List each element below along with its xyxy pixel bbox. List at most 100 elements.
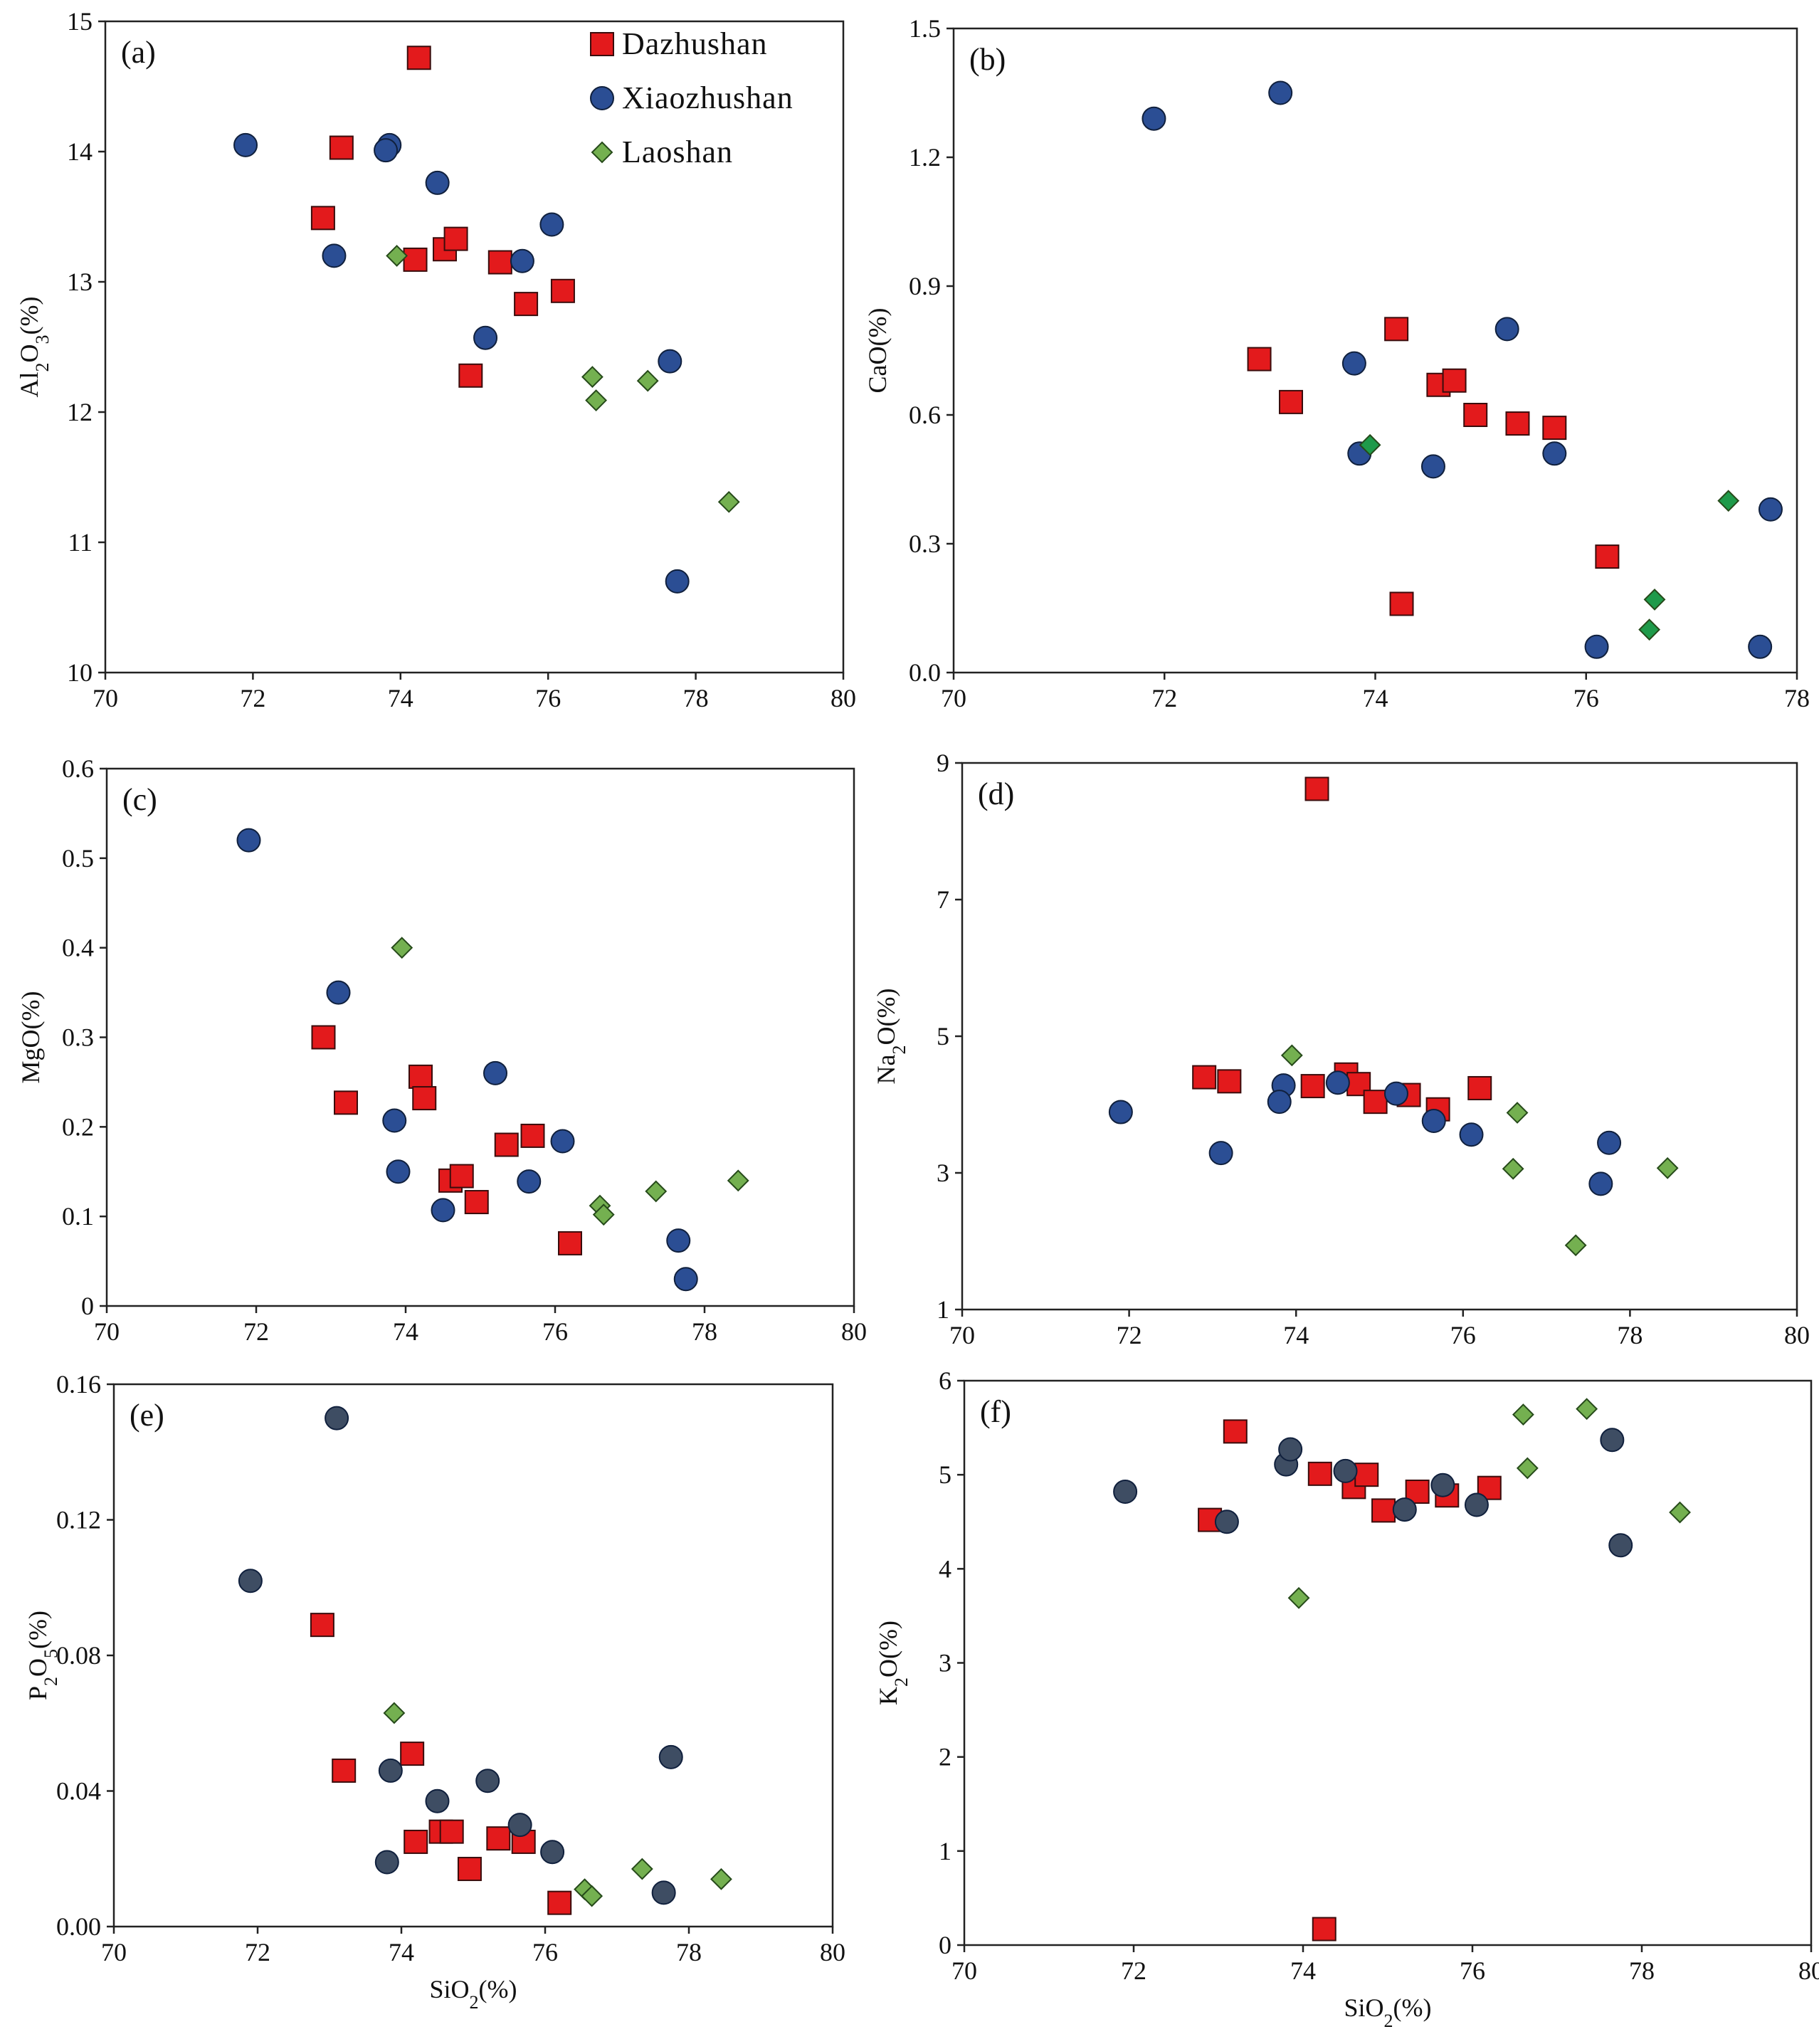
x-tick-label: 72: [1117, 1321, 1142, 1349]
data-point: [636, 369, 659, 392]
data-point: [403, 247, 428, 272]
x-tick-label: 80: [831, 684, 856, 712]
y-tick-label: 0.0: [909, 658, 941, 687]
data-point: [326, 980, 351, 1005]
x-tick-label: 74: [1283, 1321, 1309, 1349]
data-point: [1363, 1090, 1388, 1115]
plot-frame: [961, 762, 1798, 1311]
data-point: [1643, 589, 1666, 611]
data-point: [1717, 490, 1740, 512]
data-point: [1108, 1100, 1133, 1124]
y-tick-label: 6: [939, 1366, 951, 1395]
x-tick-label: 76: [1573, 684, 1599, 712]
x-tick-label: 70: [949, 1321, 975, 1349]
data-point: [458, 363, 483, 388]
y-tick-label: 0.5: [62, 844, 94, 873]
data-point: [431, 1198, 455, 1223]
x-axis-label: SiO2(%): [430, 1975, 517, 2013]
data-point: [1371, 1498, 1396, 1523]
data-point: [1287, 1586, 1310, 1609]
x-tick-label: 80: [820, 1938, 845, 1966]
data-point: [1214, 1510, 1239, 1534]
x-tick-label: 72: [245, 1938, 270, 1966]
legend-label: Laoshan: [622, 135, 733, 169]
data-point: [1333, 1458, 1358, 1483]
data-point: [310, 1613, 334, 1638]
data-point: [391, 937, 413, 959]
data-point: [1300, 1074, 1325, 1099]
series-dazhushan: [1198, 1419, 1502, 1942]
data-point: [631, 1858, 653, 1880]
x-tick-label: 80: [1798, 1956, 1819, 1985]
panel-label: (f): [980, 1394, 1011, 1429]
series-xiaozhushan: [238, 1406, 683, 1905]
x-tick-label: 70: [94, 1317, 120, 1346]
plot-frame: [112, 1383, 834, 1928]
x-axis-label: SiO2(%): [1344, 1993, 1432, 2031]
series-laoshan: [1287, 1398, 1691, 1609]
y-tick-label: 15: [67, 7, 93, 36]
data-point: [382, 1108, 407, 1133]
series-xiaozhushan: [1108, 1070, 1622, 1196]
data-point: [386, 244, 408, 267]
data-point: [581, 366, 603, 389]
chart-panel-f: 70 72 74 76 78 80 0 1 2 3 4 5 6 K2O(%) SiO2(%) (f): [874, 1366, 1819, 2031]
y-tick-label: 11: [68, 528, 93, 557]
data-point: [322, 243, 347, 268]
panel-label: (b): [969, 42, 1006, 77]
y-tick-label: 0.08: [56, 1641, 101, 1670]
data-point: [1217, 1069, 1242, 1094]
y-tick-label: 4: [939, 1554, 951, 1583]
legend-marker-xiaozhushan: [590, 86, 614, 110]
data-point: [1600, 1428, 1625, 1453]
data-point: [486, 1826, 511, 1851]
x-tick-label: 78: [1617, 1321, 1643, 1349]
x-tick-label: 74: [1363, 684, 1388, 712]
data-point: [710, 1867, 732, 1890]
data-point: [1656, 1157, 1679, 1179]
y-tick-label: 1.2: [909, 143, 941, 172]
x-tick-label: 78: [1629, 1956, 1655, 1985]
x-tick-label: 70: [941, 684, 966, 712]
y-tick-label: 0.16: [56, 1370, 101, 1398]
y-tick-label: 0.04: [56, 1777, 101, 1806]
data-point: [727, 1169, 749, 1192]
data-point: [1748, 634, 1773, 659]
chart-panel-b: 70 72 74 76 78 0.0 0.3 0.6 0.9 1.2 1.5 CaO(%) (b): [863, 14, 1810, 712]
series-dazhushan: [310, 1613, 572, 1915]
chart-panel-d: 70 72 74 76 78 80 1 3 5 7 9 Na2O(%) (d): [872, 749, 1810, 1349]
data-point: [1430, 1473, 1455, 1497]
data-point: [439, 1819, 464, 1844]
data-point: [1247, 347, 1272, 372]
y-tick-label: 14: [67, 137, 93, 166]
data-point: [1223, 1419, 1248, 1444]
data-point: [658, 1744, 683, 1769]
y-tick-label: 2: [939, 1743, 951, 1771]
y-tick-label: 1.5: [909, 14, 941, 43]
data-point: [386, 1159, 411, 1184]
y-tick-label: 0.2: [62, 1112, 94, 1141]
y-axis-label: Al2O3(%): [15, 297, 53, 398]
data-point: [1542, 441, 1567, 466]
data-point: [1542, 416, 1567, 441]
data-point: [408, 1064, 433, 1089]
data-point: [449, 1164, 474, 1189]
x-tick-label: 70: [93, 684, 118, 712]
series-dazhushan: [310, 46, 575, 388]
data-point: [581, 1885, 603, 1907]
data-point: [1192, 1065, 1217, 1090]
series-laoshan: [386, 244, 740, 513]
series-laoshan: [1280, 1044, 1679, 1257]
series-laoshan: [1359, 433, 1740, 641]
legend-marker-dazhushan: [590, 32, 614, 56]
data-point: [1459, 1122, 1484, 1147]
x-tick-label: 72: [1121, 1956, 1146, 1985]
series-xiaozhushan: [1113, 1428, 1633, 1558]
x-tick-label: 78: [683, 684, 709, 712]
plot-frame: [105, 767, 855, 1307]
legend-marker-laoshan: [591, 141, 613, 164]
y-tick-label: 3: [937, 1159, 949, 1187]
y-tick-label: 0.00: [56, 1912, 101, 1941]
data-point: [1304, 776, 1329, 801]
